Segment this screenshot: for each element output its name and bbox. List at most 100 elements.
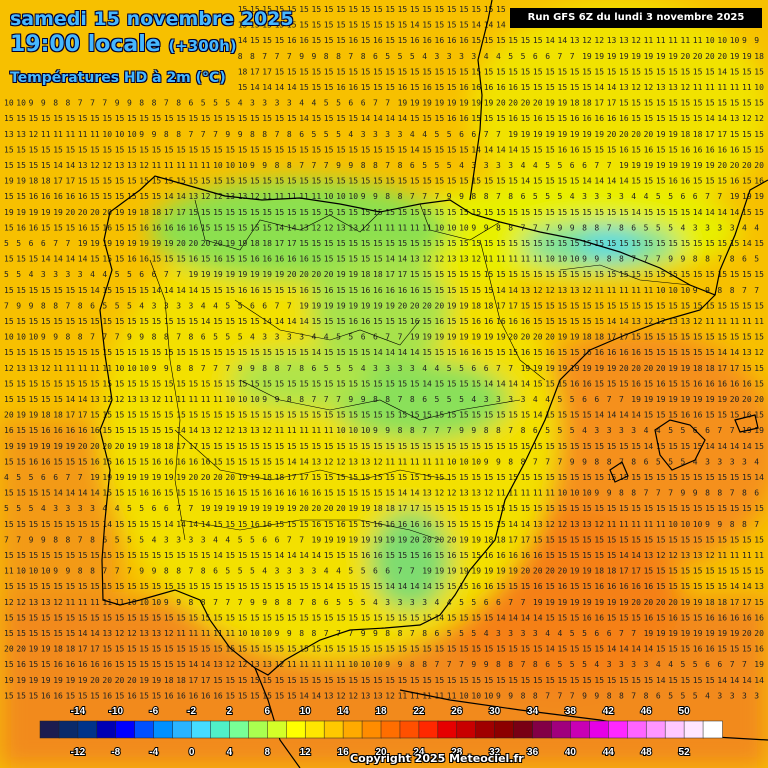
grid-value: 15 bbox=[484, 114, 494, 123]
grid-value: 15 bbox=[742, 645, 752, 654]
grid-value: 15 bbox=[656, 177, 666, 186]
grid-value: 9 bbox=[152, 130, 157, 139]
grid-value: 15 bbox=[459, 208, 469, 217]
grid-value: 15 bbox=[361, 145, 371, 154]
grid-value: 15 bbox=[607, 442, 617, 451]
grid-value: 19 bbox=[115, 473, 125, 482]
grid-value: 15 bbox=[582, 83, 592, 92]
grid-value: 12 bbox=[115, 395, 125, 404]
grid-value: 15 bbox=[705, 348, 715, 357]
grid-value: 8 bbox=[619, 489, 624, 498]
grid-value: 19 bbox=[53, 208, 63, 217]
grid-value: 5 bbox=[250, 535, 255, 544]
grid-value: 15 bbox=[238, 21, 248, 30]
grid-value: 15 bbox=[287, 114, 297, 123]
grid-value: 19 bbox=[238, 239, 248, 248]
legend-swatch bbox=[399, 720, 420, 739]
grid-value: 15 bbox=[373, 442, 383, 451]
grid-value: 15 bbox=[262, 177, 272, 186]
grid-value: 7 bbox=[348, 629, 353, 638]
grid-value: 17 bbox=[607, 333, 617, 342]
grid-value: 15 bbox=[115, 520, 125, 529]
grid-value: 15 bbox=[754, 239, 764, 248]
grid-value: 15 bbox=[16, 613, 26, 622]
grid-value: 15 bbox=[373, 317, 383, 326]
grid-value: 15 bbox=[447, 21, 457, 30]
grid-value: 4 bbox=[312, 99, 317, 108]
grid-value: 14 bbox=[176, 426, 186, 435]
grid-value: 19 bbox=[422, 99, 432, 108]
grid-value: 15 bbox=[398, 145, 408, 154]
grid-value: 15 bbox=[213, 145, 223, 154]
grid-value: 4 bbox=[496, 52, 501, 61]
grid-value: 5 bbox=[459, 364, 464, 373]
legend-swatch bbox=[267, 720, 288, 739]
grid-value: 15 bbox=[176, 645, 186, 654]
grid-value: 14 bbox=[275, 317, 285, 326]
grid-value: 15 bbox=[459, 239, 469, 248]
grid-value: 15 bbox=[730, 301, 740, 310]
grid-value: 15 bbox=[533, 301, 543, 310]
grid-value: 15 bbox=[361, 177, 371, 186]
grid-value: 15 bbox=[29, 161, 39, 170]
grid-value: 13 bbox=[373, 691, 383, 700]
grid-value: 15 bbox=[558, 676, 568, 685]
grid-value: 20 bbox=[644, 598, 654, 607]
grid-value: 15 bbox=[201, 177, 211, 186]
grid-value: 8 bbox=[644, 691, 649, 700]
grid-value: 5 bbox=[238, 301, 243, 310]
grid-value: 19 bbox=[607, 52, 617, 61]
grid-value: 19 bbox=[90, 239, 100, 248]
grid-value: 15 bbox=[29, 395, 39, 404]
grid-value: 5 bbox=[656, 457, 661, 466]
grid-value: 14 bbox=[385, 582, 395, 591]
grid-value: 19 bbox=[312, 301, 322, 310]
grid-value: 6 bbox=[693, 192, 698, 201]
grid-value: 14 bbox=[312, 348, 322, 357]
grid-value: 14 bbox=[607, 411, 617, 420]
grid-value: 15 bbox=[29, 286, 39, 295]
grid-value: 14 bbox=[705, 114, 715, 123]
grid-value: 15 bbox=[250, 114, 260, 123]
legend-tick-label: -12 bbox=[71, 747, 86, 758]
grid-value: 16 bbox=[189, 691, 199, 700]
grid-value: 6 bbox=[521, 192, 526, 201]
grid-value: 4 bbox=[545, 395, 550, 404]
grid-value: 7 bbox=[66, 473, 71, 482]
grid-value: 15 bbox=[361, 21, 371, 30]
grid-value: 15 bbox=[730, 473, 740, 482]
grid-value: 15 bbox=[619, 270, 629, 279]
grid-value: 15 bbox=[238, 691, 248, 700]
grid-value: 14 bbox=[287, 457, 297, 466]
grid-value: 6 bbox=[754, 489, 759, 498]
grid-value: 15 bbox=[4, 223, 14, 232]
grid-value: 15 bbox=[705, 473, 715, 482]
grid-value: 15 bbox=[90, 691, 100, 700]
grid-value: 15 bbox=[336, 551, 346, 560]
grid-value: 18 bbox=[582, 333, 592, 342]
grid-value: 15 bbox=[496, 442, 506, 451]
grid-value: 15 bbox=[717, 301, 727, 310]
grid-value: 15 bbox=[90, 255, 100, 264]
grid-value: 6 bbox=[312, 364, 317, 373]
grid-value: 14 bbox=[496, 613, 506, 622]
grid-value: 15 bbox=[644, 99, 654, 108]
grid-value: 6 bbox=[299, 130, 304, 139]
grid-value: 15 bbox=[348, 5, 358, 14]
grid-value: 15 bbox=[287, 582, 297, 591]
grid-value: 7 bbox=[570, 52, 575, 61]
grid-value: 15 bbox=[435, 551, 445, 560]
grid-value: 5 bbox=[558, 395, 563, 404]
grid-value: 11 bbox=[152, 161, 162, 170]
grid-value: 15 bbox=[238, 114, 248, 123]
grid-value: 15 bbox=[681, 379, 691, 388]
grid-value: 15 bbox=[4, 489, 14, 498]
grid-value: 15 bbox=[631, 67, 641, 76]
grid-value: 11 bbox=[385, 457, 395, 466]
grid-value: 15 bbox=[16, 286, 26, 295]
grid-value: 3 bbox=[152, 301, 157, 310]
grid-value: 11 bbox=[619, 286, 629, 295]
grid-value: 19 bbox=[435, 567, 445, 576]
grid-value: 13 bbox=[656, 83, 666, 92]
grid-value: 15 bbox=[631, 504, 641, 513]
